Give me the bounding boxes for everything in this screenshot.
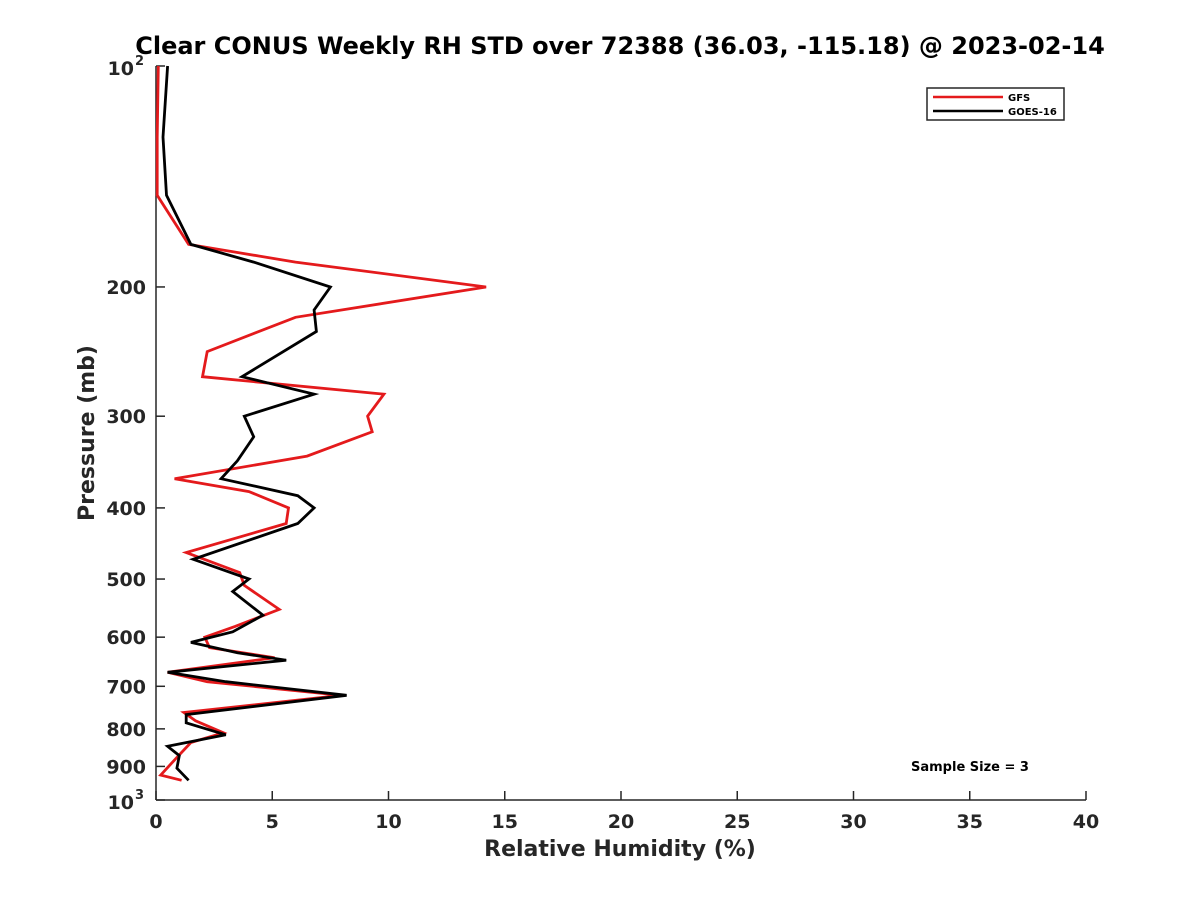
legend-label-goes16: GOES-16 xyxy=(1008,107,1057,118)
y-tick-label: 700 xyxy=(106,676,146,698)
x-axis-label: Relative Humidity (%) xyxy=(484,837,756,862)
x-tick-label: 0 xyxy=(149,811,162,833)
x-tick-label: 5 xyxy=(266,811,279,833)
x-tick-label: 25 xyxy=(724,811,750,833)
x-tick-label: 15 xyxy=(492,811,518,833)
y-tick-label: 10 xyxy=(108,58,134,80)
x-tick-label: 30 xyxy=(840,811,866,833)
x-tick-label: 40 xyxy=(1073,811,1099,833)
sample-size-annotation: Sample Size = 3 xyxy=(911,760,1029,775)
legend-label-gfs: GFS xyxy=(1008,93,1030,104)
y-tick-label-exponent: 2 xyxy=(135,54,144,69)
y-axis-label: Pressure (mb) xyxy=(75,345,100,521)
y-tick-label: 300 xyxy=(106,406,146,428)
y-tick-label: 500 xyxy=(106,569,146,591)
y-tick-label: 400 xyxy=(106,498,146,520)
series-line-goes16 xyxy=(161,65,347,782)
series-line-gfs xyxy=(155,65,487,782)
y-tick-label: 200 xyxy=(106,277,146,299)
y-tick-label: 600 xyxy=(106,627,146,649)
x-tick-label: 10 xyxy=(375,811,401,833)
y-tick-label: 800 xyxy=(106,719,146,741)
legend-box xyxy=(926,87,1065,121)
y-tick-label-exponent: 3 xyxy=(135,788,144,803)
legend: GFS GOES-16 xyxy=(926,87,1065,121)
y-tick-label: 900 xyxy=(106,756,146,778)
x-tick-label: 35 xyxy=(957,811,983,833)
y-tick-label: 10 xyxy=(108,792,134,814)
chart-title: Clear CONUS Weekly RH STD over 72388 (36… xyxy=(135,32,1105,60)
x-tick-label: 20 xyxy=(608,811,634,833)
